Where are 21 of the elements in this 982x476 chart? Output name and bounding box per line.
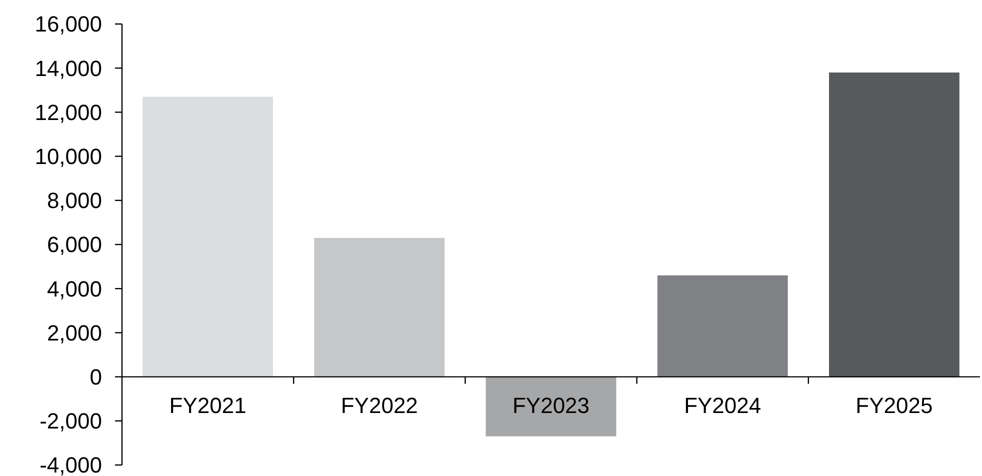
x-tick-label: FY2024	[684, 392, 762, 418]
y-tick-label: 16,000	[34, 12, 102, 37]
x-tick-label: FY2025	[856, 392, 933, 418]
bar	[828, 72, 960, 377]
y-tick-label: 6,000	[46, 232, 102, 258]
bar	[314, 238, 445, 377]
y-tick-label: 4,000	[46, 276, 102, 302]
x-tick-label: FY2022	[340, 392, 418, 418]
bar	[486, 376, 616, 436]
y-tick-label: 0	[90, 364, 102, 390]
x-tick-label: FY2021	[169, 392, 246, 418]
y-tick-label: 8,000	[46, 188, 102, 214]
y-tick-label: -2,000	[40, 408, 102, 434]
y-tick-label: 14,000	[34, 56, 102, 81]
bar	[142, 96, 274, 377]
y-tick-label: -4,000	[40, 452, 102, 476]
y-tick-label: 2,000	[46, 320, 102, 346]
y-tick-label: 12,000	[34, 100, 102, 125]
bar	[657, 275, 788, 377]
x-tick-label: FY2023	[512, 392, 590, 418]
y-tick-label: 10,000	[34, 144, 102, 169]
